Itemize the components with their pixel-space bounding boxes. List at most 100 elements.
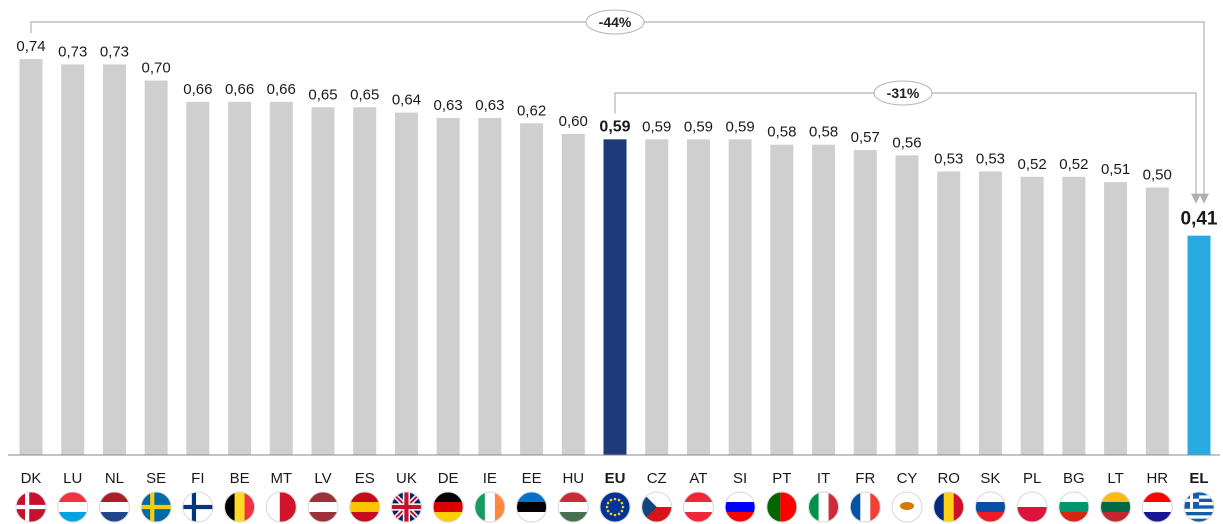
category-label-it: IT <box>817 470 830 487</box>
category-label-hr: HR <box>1146 470 1168 487</box>
value-label-si: 0,59 <box>726 118 755 135</box>
flag-icons <box>15 491 1215 523</box>
value-label-fi: 0,66 <box>183 81 212 98</box>
category-label-pl: PL <box>1023 470 1041 487</box>
bar-mt <box>269 101 293 456</box>
flag-fi-icon <box>182 491 214 523</box>
category-label-ee: EE <box>522 470 542 487</box>
value-label-dk: 0,74 <box>16 38 45 55</box>
bar-cz <box>645 139 669 455</box>
value-label-be: 0,66 <box>225 81 254 98</box>
flag-hr-icon <box>1141 491 1173 523</box>
bar-dk <box>19 59 43 455</box>
annotation-label: -31% <box>887 85 920 101</box>
category-label-be: BE <box>230 470 250 487</box>
category-label-at: AT <box>689 470 707 487</box>
category-label-cy: CY <box>897 470 918 487</box>
bar-lv <box>311 107 335 455</box>
flag-el-icon <box>1183 491 1215 523</box>
flag-se-icon <box>140 491 172 523</box>
category-label-dk: DK <box>21 470 42 487</box>
value-label-pt: 0,58 <box>767 124 796 141</box>
value-label-lv: 0,65 <box>308 86 337 103</box>
bar-ee <box>520 123 544 456</box>
value-label-ie: 0,63 <box>475 97 504 114</box>
annotation-badge <box>873 80 933 106</box>
flag-ro-icon <box>933 491 965 523</box>
category-label-si: SI <box>733 470 747 487</box>
category-label-lt: LT <box>1107 470 1123 487</box>
bar-it <box>812 144 836 455</box>
bar-uk <box>394 112 418 455</box>
bar-pt <box>770 144 794 455</box>
value-label-it: 0,58 <box>809 124 838 141</box>
annotations: -44% -31% <box>30 9 1209 204</box>
value-label-cy: 0,56 <box>892 134 921 151</box>
flag-it-icon <box>808 491 840 523</box>
value-label-uk: 0,64 <box>392 92 421 109</box>
bar-bg <box>1062 176 1086 456</box>
flag-pt-icon <box>766 491 798 523</box>
value-label-eu: 0,59 <box>599 118 630 135</box>
category-label-pt: PT <box>772 470 791 487</box>
flag-ie-icon <box>474 491 506 523</box>
flag-si-icon <box>724 491 756 523</box>
flag-nl-icon <box>98 491 130 523</box>
category-label-fi: FI <box>191 470 204 487</box>
flag-sk-icon <box>974 491 1006 523</box>
value-label-hr: 0,50 <box>1143 167 1172 184</box>
value-label-nl: 0,73 <box>100 43 129 60</box>
flag-uk-icon <box>390 491 422 523</box>
bar-si <box>728 139 752 455</box>
flag-hu-icon <box>557 491 589 523</box>
annotation-badge <box>585 9 645 35</box>
bar-eu <box>603 139 627 455</box>
flag-ee-icon <box>516 491 548 523</box>
category-label-se: SE <box>146 470 166 487</box>
flag-mt-icon <box>265 491 297 523</box>
category-label-hu: HU <box>562 470 584 487</box>
annotation-label: -44% <box>599 14 632 30</box>
flag-at-icon <box>682 491 714 523</box>
bar-fr <box>853 150 877 456</box>
value-labels: 0,74 0,73 0,73 0,70 0,66 0,66 0,66 0,65 0,65 0,64… <box>16 38 1218 230</box>
flag-lu-icon <box>57 491 89 523</box>
bar-ro <box>937 171 961 455</box>
annotation-bracket-2: -31% <box>614 80 1201 204</box>
value-label-es: 0,65 <box>350 86 379 103</box>
category-label-fr: FR <box>855 470 875 487</box>
flag-lv-icon <box>307 491 339 523</box>
flag-bg-icon <box>1058 491 1090 523</box>
value-label-mt: 0,66 <box>267 81 296 98</box>
value-label-pl: 0,52 <box>1018 156 1047 173</box>
bar-se <box>144 80 168 455</box>
bar-lt <box>1104 182 1128 455</box>
flag-lt-icon <box>1100 491 1132 523</box>
category-label-bg: BG <box>1063 470 1085 487</box>
flag-cz-icon <box>641 491 673 523</box>
category-label-eu: EU <box>605 470 626 487</box>
category-label-el: EL <box>1189 470 1208 487</box>
bar-at <box>686 139 710 455</box>
category-label-es: ES <box>355 470 375 487</box>
value-label-de: 0,63 <box>434 97 463 114</box>
category-label-sk: SK <box>980 470 1000 487</box>
bar-be <box>228 101 252 456</box>
value-label-el: 0,41 <box>1181 209 1218 230</box>
category-label-lv: LV <box>314 470 331 487</box>
annotation-bracket-1: -44% <box>30 9 1209 204</box>
bar-es <box>353 107 377 455</box>
bar-cy <box>895 155 919 455</box>
value-label-fr: 0,57 <box>851 129 880 146</box>
flag-eu-icon <box>599 491 631 523</box>
category-label-ro: RO <box>937 470 960 487</box>
bars <box>19 59 1211 456</box>
value-label-ro: 0,53 <box>934 150 963 167</box>
bar-hr <box>1145 187 1169 455</box>
flag-cy-icon <box>891 491 923 523</box>
category-label-ie: IE <box>483 470 497 487</box>
flag-pl-icon <box>1016 491 1048 523</box>
value-label-ee: 0,62 <box>517 102 546 119</box>
flag-de-icon <box>432 491 464 523</box>
